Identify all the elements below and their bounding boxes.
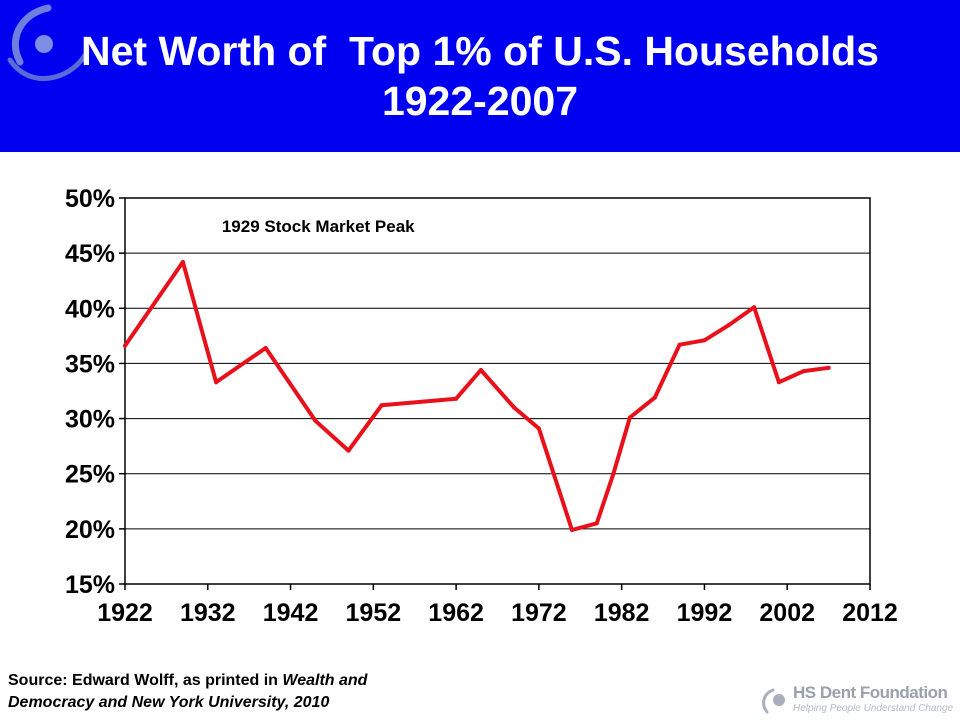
- data-point: [379, 403, 384, 408]
- data-point: [512, 405, 517, 410]
- x-tick-label: 1952: [346, 599, 402, 627]
- x-tick-label: 1932: [180, 599, 236, 627]
- source-italic-1: Wealth and: [282, 672, 368, 689]
- y-tick-label: 50%: [65, 185, 115, 213]
- net-worth-line-chart: 15% 20% 25% 30% 35% 40% 45% 50% 1922 1932 1942 195…: [65, 185, 898, 627]
- y-tick-label: 45%: [65, 240, 115, 268]
- data-point: [478, 368, 483, 372]
- x-tick-label: 1962: [428, 599, 484, 627]
- x-tick-label: 1982: [594, 599, 650, 627]
- data-point: [752, 305, 757, 310]
- data-point: [536, 426, 541, 431]
- y-tick-label: 40%: [65, 295, 115, 323]
- data-point: [727, 322, 732, 327]
- footer-brand-name: HS Dent Foundation: [793, 683, 948, 702]
- series-line: [123, 260, 831, 532]
- data-point: [652, 395, 657, 400]
- x-tick-label: 1942: [263, 599, 319, 627]
- title-banner: Net Worth of Top 1% of U.S. Households 1…: [0, 0, 960, 152]
- hs-dent-logo-icon: [762, 688, 785, 714]
- data-point: [702, 338, 707, 343]
- data-point: [627, 415, 632, 420]
- data-point: [570, 528, 574, 532]
- y-tick-label: 15%: [65, 571, 115, 599]
- annotation-1929-peak: 1929 Stock Market Peak: [222, 217, 415, 236]
- gridlines: [125, 252, 870, 530]
- data-point: [346, 448, 351, 453]
- data-point: [123, 343, 127, 348]
- data-point: [776, 380, 781, 385]
- source-note: Source: Edward Wolff, as printed in Weal…: [8, 670, 367, 714]
- swirl-logo-icon: [7, 4, 88, 81]
- x-tick-label: 1992: [677, 599, 733, 627]
- x-axis: 1922 1932 1942 1952 1962 1972 1982 1992 2002 2012: [97, 584, 898, 627]
- plot-area-border: [124, 197, 871, 585]
- x-tick-label: 2012: [842, 599, 898, 627]
- source-italic-2: Democracy and New York University, 2010: [8, 694, 330, 711]
- data-point: [677, 342, 682, 347]
- page-title: Net Worth of Top 1% of U.S. Households 1…: [0, 26, 960, 126]
- y-tick-label: 20%: [65, 516, 115, 544]
- x-tick-label: 2002: [759, 599, 815, 627]
- y-tick-label: 25%: [65, 461, 115, 489]
- source-prefix: Source: Edward Wolff, as printed in: [8, 672, 283, 689]
- data-point: [180, 260, 185, 264]
- data-point: [313, 418, 318, 423]
- data-point: [263, 346, 268, 350]
- y-axis: 15% 20% 25% 30% 35% 40% 45% 50%: [65, 185, 125, 599]
- data-point: [801, 369, 806, 374]
- footer-tagline: Helping People Understand Change: [793, 703, 954, 714]
- data-point: [214, 380, 219, 385]
- title-line-1: Net Worth of Top 1% of U.S. Households: [81, 28, 879, 74]
- x-tick-label: 1922: [97, 599, 153, 627]
- data-point: [611, 471, 616, 476]
- data-point: [594, 521, 599, 526]
- y-tick-label: 30%: [65, 406, 115, 434]
- x-tick-label: 1972: [511, 599, 567, 627]
- data-point: [454, 396, 459, 401]
- y-tick-label: 35%: [65, 350, 115, 378]
- title-line-2: 1922-2007: [381, 78, 579, 124]
- data-point: [826, 365, 831, 370]
- series-points: [123, 260, 831, 532]
